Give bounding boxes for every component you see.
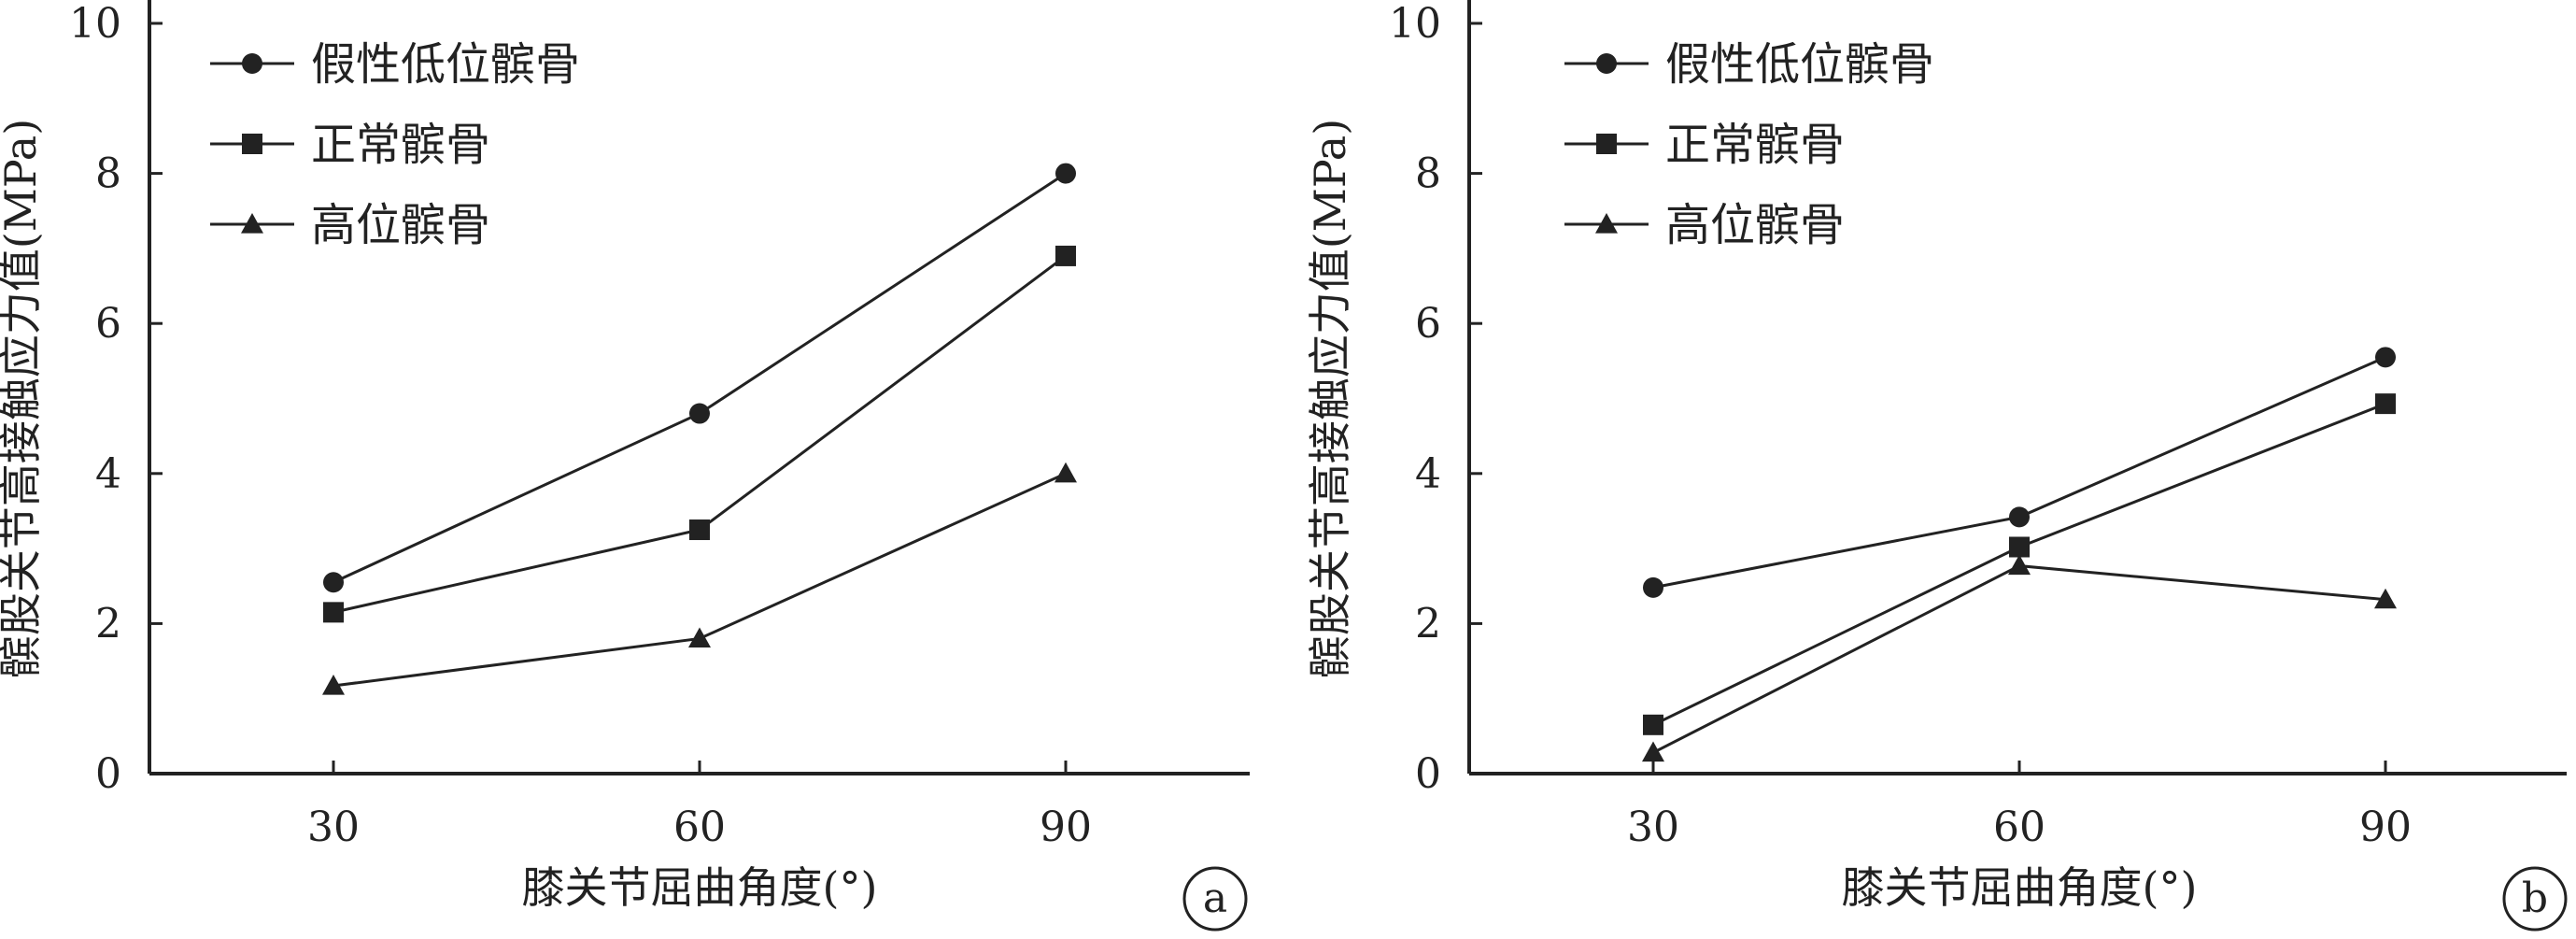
y-tick-label: 0 [95, 750, 121, 798]
x-tick-label: 60 [673, 804, 726, 851]
data-point-triangle [688, 627, 711, 648]
y-tick-label: 10 [69, 0, 121, 48]
legend-marker-circle [1596, 53, 1617, 74]
legend-marker-triangle [241, 213, 263, 234]
x-tick-label: 30 [1627, 804, 1679, 851]
data-point-square [2375, 393, 2396, 415]
legend-marker-square [242, 134, 262, 154]
legend-label: 正常髌骨 [1665, 119, 1845, 171]
chart-panel-a: 0 2 4 6 8 10 30 60 90 膝关节屈曲角度(°) 髌股关节高接触应力值(MPa) 假性… [0, 0, 1250, 932]
x-tick-label: 30 [307, 804, 360, 851]
data-point-circle [323, 572, 344, 593]
y-tick-label: 8 [1415, 150, 1441, 198]
data-point-triangle [322, 675, 345, 695]
y-tick-label: 6 [95, 300, 121, 348]
x-tick-label: 90 [1040, 804, 1092, 851]
data-point-circle [1055, 163, 1076, 184]
series-line [333, 472, 1067, 688]
y-tick-label: 4 [95, 450, 121, 498]
panel-letter: a [1203, 875, 1227, 922]
y-tick-label: 10 [1389, 0, 1441, 48]
data-point-square [1055, 245, 1076, 266]
data-point-square [323, 602, 344, 623]
data-point-square [689, 519, 710, 541]
data-point-triangle [1054, 462, 1077, 483]
data-point-square [2009, 536, 2030, 558]
data-point-circle [1643, 576, 1663, 598]
data-point-circle [2375, 347, 2396, 368]
data-point-square [1643, 714, 1663, 735]
legend-label: 高位髌骨 [311, 199, 490, 251]
data-point-triangle [1642, 741, 1664, 762]
legend-label: 假性低位髌骨 [311, 38, 580, 91]
y-tick-label: 2 [1415, 600, 1441, 647]
series-line [1652, 564, 2386, 754]
panel-letter-circle [2502, 866, 2568, 932]
data-point-circle [2009, 506, 2030, 528]
legend-marker-circle [242, 53, 262, 74]
x-axis-label: 膝关节屈曲角度(°) [522, 862, 878, 913]
legend-label: 正常髌骨 [311, 119, 490, 171]
legend-marker-square [1596, 134, 1617, 154]
y-tick-label: 6 [1415, 300, 1441, 348]
data-point-triangle [2374, 588, 2397, 609]
legend-marker-triangle [1595, 213, 1618, 234]
x-axis-label: 膝关节屈曲角度(°) [1842, 862, 2198, 913]
series-line [333, 254, 1067, 614]
data-point-circle [689, 403, 710, 424]
y-tick-label: 0 [1415, 750, 1441, 798]
data-point-triangle [2008, 554, 2031, 576]
y-tick-label: 2 [95, 600, 121, 647]
panel-letter-circle [1182, 866, 1248, 932]
y-tick-label: 4 [1415, 450, 1441, 498]
legend-label: 假性低位髌骨 [1665, 38, 1934, 91]
y-axis-label: 髌股关节高接触应力值(MPa) [0, 119, 46, 678]
y-tick-label: 8 [95, 150, 121, 198]
chart-panel-b: 0 2 4 6 8 10 30 60 90 膝关节屈曲角度(°) 髌股关节高接触应力值(MPa) 假性… [1305, 0, 2568, 932]
y-axis-label: 髌股关节高接触应力值(MPa) [1305, 119, 1355, 678]
x-tick-label: 60 [1993, 804, 2045, 851]
x-tick-label: 90 [2359, 804, 2412, 851]
panel-letter: b [2522, 875, 2548, 922]
legend-label: 高位髌骨 [1665, 199, 1845, 251]
